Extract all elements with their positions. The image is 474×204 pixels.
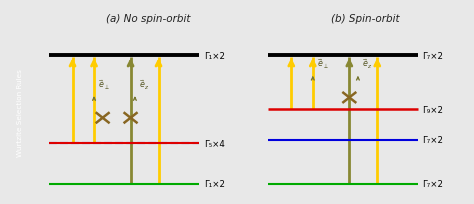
Text: Γ₅×4: Γ₅×4 (204, 139, 225, 148)
Text: $\vec{e}_z$: $\vec{e}_z$ (139, 78, 149, 91)
Text: $\vec{e}_z$: $\vec{e}_z$ (362, 58, 372, 71)
Text: Γ₇×2: Γ₇×2 (422, 179, 443, 188)
Text: Γ₁×2: Γ₁×2 (204, 51, 225, 60)
Text: $\vec{e}_\perp$: $\vec{e}_\perp$ (98, 78, 110, 91)
Text: Γ₉×2: Γ₉×2 (422, 105, 443, 114)
Text: (b) Spin-orbit: (b) Spin-orbit (331, 14, 400, 23)
Text: Wurtzite Selection Rules: Wurtzite Selection Rules (17, 69, 23, 156)
Text: (a) No spin-orbit: (a) No spin-orbit (107, 14, 191, 23)
Text: Γ₇×2: Γ₇×2 (422, 51, 443, 60)
Text: $\vec{e}_\perp$: $\vec{e}_\perp$ (317, 58, 329, 71)
Text: Γ₁×2: Γ₁×2 (204, 179, 225, 188)
Text: Γ₇×2: Γ₇×2 (422, 136, 443, 144)
